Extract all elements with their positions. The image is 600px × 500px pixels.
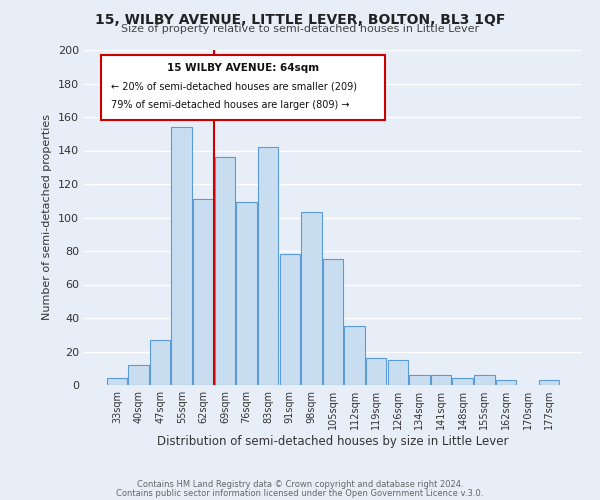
Y-axis label: Number of semi-detached properties: Number of semi-detached properties — [43, 114, 52, 320]
Text: 79% of semi-detached houses are larger (809) →: 79% of semi-detached houses are larger (… — [112, 100, 350, 110]
Bar — [344, 326, 365, 385]
Bar — [431, 375, 451, 385]
Bar — [172, 127, 192, 385]
Text: Size of property relative to semi-detached houses in Little Lever: Size of property relative to semi-detach… — [121, 24, 479, 34]
Bar — [539, 380, 559, 385]
FancyBboxPatch shape — [101, 55, 385, 120]
Bar — [215, 157, 235, 385]
Bar — [452, 378, 473, 385]
X-axis label: Distribution of semi-detached houses by size in Little Lever: Distribution of semi-detached houses by … — [157, 435, 509, 448]
Bar — [474, 375, 494, 385]
Bar — [150, 340, 170, 385]
Bar — [301, 212, 322, 385]
Bar — [258, 147, 278, 385]
Bar — [128, 365, 149, 385]
Bar — [323, 260, 343, 385]
Bar — [388, 360, 408, 385]
Bar — [193, 199, 214, 385]
Bar — [366, 358, 386, 385]
Bar — [236, 202, 257, 385]
Bar — [409, 375, 430, 385]
Bar — [280, 254, 300, 385]
Text: 15 WILBY AVENUE: 64sqm: 15 WILBY AVENUE: 64sqm — [167, 64, 319, 74]
Text: Contains public sector information licensed under the Open Government Licence v.: Contains public sector information licen… — [116, 488, 484, 498]
Text: Contains HM Land Registry data © Crown copyright and database right 2024.: Contains HM Land Registry data © Crown c… — [137, 480, 463, 489]
Bar — [107, 378, 127, 385]
Text: 15, WILBY AVENUE, LITTLE LEVER, BOLTON, BL3 1QF: 15, WILBY AVENUE, LITTLE LEVER, BOLTON, … — [95, 12, 505, 26]
Text: ← 20% of semi-detached houses are smaller (209): ← 20% of semi-detached houses are smalle… — [112, 82, 358, 92]
Bar — [496, 380, 516, 385]
